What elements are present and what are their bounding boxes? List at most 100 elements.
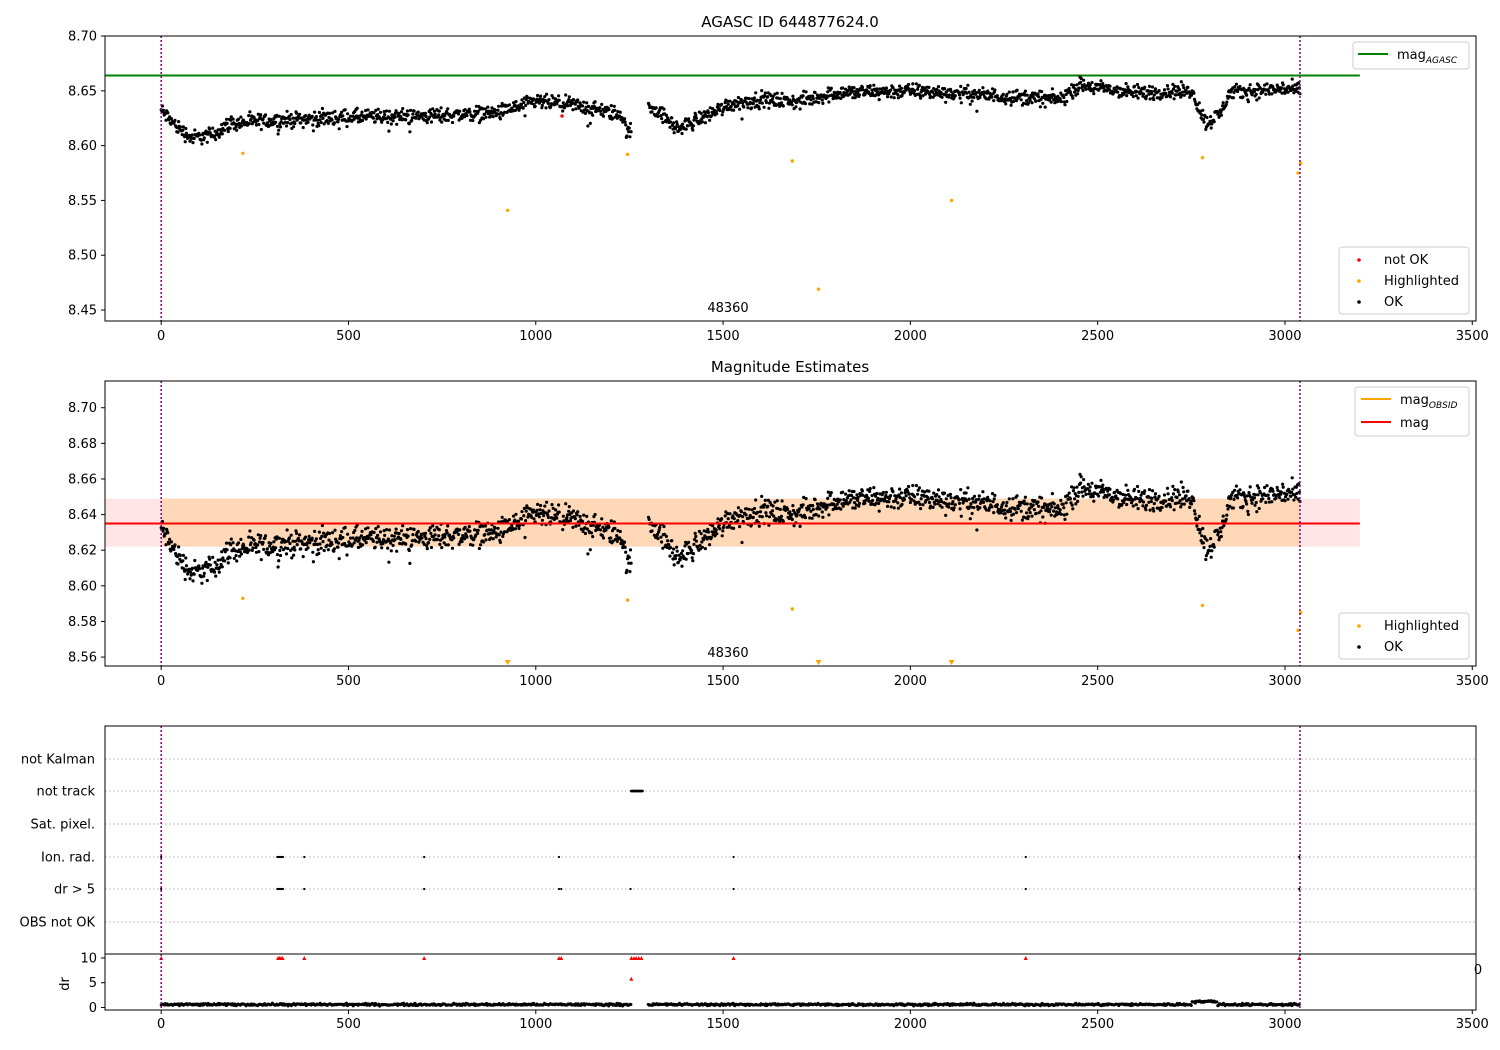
ok-point bbox=[1116, 497, 1120, 501]
ok-point bbox=[625, 568, 629, 572]
ok-point bbox=[1119, 492, 1123, 496]
ok-point bbox=[316, 118, 320, 122]
ok-point bbox=[184, 126, 188, 131]
ok-point bbox=[1052, 502, 1056, 506]
ok-point bbox=[520, 510, 524, 514]
ok-point bbox=[332, 121, 336, 125]
ok-point bbox=[325, 119, 329, 123]
ok-point bbox=[1151, 506, 1155, 511]
ok-point bbox=[571, 98, 576, 102]
ok-point bbox=[770, 97, 775, 101]
ok-point bbox=[949, 496, 953, 500]
ok-point bbox=[898, 89, 902, 93]
ok-point bbox=[561, 109, 565, 113]
flag-row-label: Ion. rad. bbox=[41, 851, 95, 866]
ok-point bbox=[291, 539, 295, 543]
ok-point bbox=[1279, 86, 1283, 90]
ok-point bbox=[358, 542, 362, 546]
ok-point bbox=[316, 542, 320, 547]
ok-point bbox=[479, 543, 483, 547]
agasc-magnitude-panel: AGASC ID 644877624.0 8.458.508.558.608.6… bbox=[68, 13, 1489, 344]
ok-point bbox=[1192, 509, 1197, 513]
ok-point bbox=[650, 110, 654, 114]
ok-point bbox=[1209, 537, 1213, 541]
ok-point bbox=[224, 117, 229, 121]
ok-point bbox=[660, 540, 664, 544]
ok-point bbox=[1099, 79, 1103, 83]
ok-point bbox=[767, 101, 772, 105]
ok-point bbox=[1153, 87, 1158, 91]
ok-point bbox=[959, 84, 963, 88]
ok-point bbox=[881, 490, 886, 495]
flag-row-label: OBS not OK bbox=[20, 916, 96, 931]
ok-point bbox=[1165, 84, 1170, 88]
ok-point bbox=[744, 513, 748, 517]
ok-point bbox=[628, 135, 632, 139]
ok-point bbox=[552, 517, 557, 522]
ok-point bbox=[842, 498, 846, 502]
ok-point bbox=[957, 498, 961, 502]
ok-point bbox=[1153, 492, 1158, 496]
ok-point bbox=[607, 525, 611, 529]
ok-point bbox=[729, 104, 733, 109]
ok-point bbox=[832, 502, 836, 506]
ok-point bbox=[779, 514, 784, 518]
ok-point bbox=[411, 112, 415, 116]
ok-point bbox=[458, 528, 462, 532]
highlighted-point bbox=[625, 152, 630, 157]
ok-point bbox=[1022, 515, 1026, 519]
ok-point bbox=[378, 530, 383, 534]
ok-point bbox=[566, 104, 570, 108]
legend2-highlighted-marker bbox=[1357, 624, 1361, 628]
ok-point bbox=[374, 527, 378, 531]
ok-point bbox=[1028, 510, 1032, 515]
ok-point bbox=[764, 514, 769, 518]
ok-point bbox=[1281, 485, 1285, 489]
ok-point bbox=[306, 120, 310, 124]
ok-point bbox=[975, 109, 979, 113]
ok-point bbox=[317, 124, 321, 128]
ok-point bbox=[661, 546, 665, 550]
ok-point bbox=[788, 510, 792, 514]
ok-point bbox=[670, 539, 674, 543]
ok-point bbox=[371, 539, 375, 544]
ok-point bbox=[975, 505, 980, 509]
ok-point bbox=[1023, 89, 1027, 93]
ok-point bbox=[1243, 495, 1247, 499]
ok-point bbox=[870, 88, 874, 92]
ok-point bbox=[1275, 485, 1279, 490]
ok-point bbox=[761, 505, 766, 509]
ok-point bbox=[386, 546, 390, 550]
ok-point bbox=[745, 507, 749, 511]
ok-point bbox=[835, 507, 839, 511]
ok-point bbox=[913, 89, 917, 93]
ok-point bbox=[328, 111, 332, 115]
ok-point bbox=[869, 502, 873, 506]
ok-point bbox=[600, 102, 604, 106]
ok-point bbox=[1219, 110, 1223, 114]
ok-point bbox=[292, 545, 296, 549]
ok-point bbox=[760, 89, 764, 93]
panel1-legend-mag-agasc: magAGASC bbox=[1352, 41, 1470, 70]
ok-point bbox=[886, 95, 890, 99]
ok-point bbox=[680, 131, 684, 136]
ok-point bbox=[899, 86, 904, 90]
ok-point bbox=[884, 493, 888, 498]
ok-point bbox=[684, 557, 688, 561]
ok-point bbox=[655, 532, 660, 537]
ok-point bbox=[662, 107, 666, 111]
ok-point bbox=[501, 534, 505, 539]
ok-point bbox=[349, 536, 353, 540]
ok-point bbox=[539, 511, 543, 515]
ok-point bbox=[1049, 502, 1053, 506]
ok-point bbox=[1049, 100, 1053, 104]
ok-point bbox=[801, 94, 805, 98]
ok-point bbox=[258, 536, 262, 540]
ok-point bbox=[1064, 501, 1068, 505]
ok-point bbox=[726, 511, 730, 516]
p2-xtick-label-3000: 3000 bbox=[1268, 674, 1301, 689]
ok-point bbox=[591, 535, 595, 539]
ok-point bbox=[1210, 122, 1214, 126]
ok-point bbox=[445, 531, 449, 535]
